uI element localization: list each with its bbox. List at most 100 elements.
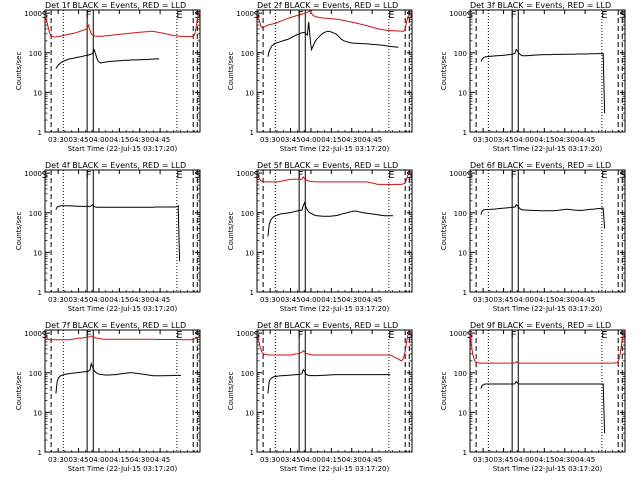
series-line-events [267, 21, 399, 57]
x-tick-label: 04:45 [150, 296, 170, 304]
y-tick-label: 10 [33, 409, 42, 417]
marker-letter-s: S [254, 10, 260, 21]
marker-letter-f: F [298, 10, 304, 21]
marker-letter-s: S [254, 330, 260, 341]
y-tick-label: 1 [463, 129, 467, 137]
chart-title: Det 6f BLACK = Events, RED = LLD [470, 161, 611, 170]
y-tick-label: 1000 [24, 330, 42, 338]
y-tick-label: 100 [241, 370, 254, 378]
series-line-events [55, 361, 181, 394]
chart-title: Det 8f BLACK = Events, RED = LLD [257, 321, 398, 330]
x-axis-label: Start Time (22-Jul-15 03:17:20) [493, 465, 603, 473]
y-axis-label: Counts/sec [440, 212, 448, 251]
x-tick-label: 03:30 [260, 296, 280, 304]
y-tick-label: 100 [454, 210, 467, 218]
x-axis-label: Start Time (22-Jul-15 03:17:20) [280, 145, 390, 153]
plot-frame [256, 9, 413, 133]
y-tick-label: 1000 [449, 170, 467, 178]
y-tick-label: 10 [245, 409, 254, 417]
y-axis-label: Counts/sec [15, 52, 23, 91]
marker-letter-s-right: S [407, 10, 413, 21]
y-axis-label: Counts/sec [227, 212, 235, 251]
chart-title: Det 3f BLACK = Events, RED = LLD [470, 1, 611, 10]
x-tick-label: 04:30 [130, 456, 150, 464]
y-axis-label: Counts/sec [440, 372, 448, 411]
x-tick-label: 03:30 [260, 456, 280, 464]
marker-letter-e: E [388, 10, 394, 21]
y-tick-label: 100 [29, 370, 42, 378]
marker-letter-s: S [254, 170, 260, 181]
x-tick-label: 04:45 [362, 456, 382, 464]
x-tick-label: 03:30 [260, 136, 280, 144]
x-axis-label: Start Time (22-Jul-15 03:17:20) [280, 305, 390, 313]
x-tick-label: 03:45 [280, 296, 300, 304]
x-tick-label: 04:15 [534, 456, 554, 464]
series-line-lld [257, 171, 412, 185]
x-tick-label: 03:30 [473, 136, 493, 144]
y-tick-label: 10 [458, 249, 467, 257]
y-tick-label: 1000 [449, 330, 467, 338]
y-tick-label: 100 [454, 50, 467, 58]
y-axis-label: Counts/sec [15, 212, 23, 251]
marker-letter-e: E [176, 330, 182, 341]
x-tick-label: 03:45 [68, 456, 88, 464]
series-line-lld [470, 331, 625, 364]
y-axis-label: Counts/sec [440, 52, 448, 91]
x-tick-label: 03:30 [473, 456, 493, 464]
marker-letter-f: F [86, 170, 92, 181]
marker-letter-f: F [511, 330, 517, 341]
x-tick-label: 04:30 [342, 296, 362, 304]
y-axis-label: Counts/sec [227, 372, 235, 411]
x-tick-label: 04:00 [89, 296, 109, 304]
x-tick-label: 04:15 [321, 456, 341, 464]
y-tick-label: 10 [33, 249, 42, 257]
x-tick-label: 03:45 [68, 296, 88, 304]
x-tick-label: 04:30 [342, 136, 362, 144]
x-tick-label: 04:15 [109, 136, 129, 144]
series-line-events [480, 380, 606, 434]
x-axis-label: Start Time (22-Jul-15 03:17:20) [280, 465, 390, 473]
x-tick-label: 03:45 [68, 136, 88, 144]
marker-letter-s: S [42, 170, 48, 181]
x-tick-label: 04:30 [555, 456, 575, 464]
chart-panel-7: Det 7f BLACK = Events, RED = LLD 1 10 100 10… [15, 321, 201, 473]
y-tick-label: 1 [250, 449, 254, 457]
x-tick-label: 03:45 [280, 456, 300, 464]
y-tick-label: 100 [29, 50, 42, 58]
x-tick-label: 04:00 [301, 136, 321, 144]
series-line-events [55, 203, 181, 262]
plot-frame [44, 9, 201, 133]
series-line-lld [45, 11, 200, 38]
chart-panel-4: Det 4f BLACK = Events, RED = LLD 1 10 100 10… [15, 161, 201, 313]
marker-letter-e: E [176, 10, 182, 21]
x-tick-label: 03:45 [493, 136, 513, 144]
x-tick-label: 03:30 [48, 136, 68, 144]
x-tick-label: 04:45 [150, 456, 170, 464]
marker-letter-s: S [467, 330, 473, 341]
x-tick-label: 04:30 [342, 456, 362, 464]
y-tick-label: 1 [38, 289, 42, 297]
x-tick-label: 04:15 [109, 296, 129, 304]
chart-panel-3: Det 3f BLACK = Events, RED = LLD 1 10 100 10… [440, 1, 626, 153]
y-tick-label: 1 [38, 449, 42, 457]
marker-letter-f: F [511, 170, 517, 181]
x-tick-label: 04:15 [534, 296, 554, 304]
x-tick-label: 04:00 [301, 456, 321, 464]
x-tick-label: 04:30 [555, 296, 575, 304]
marker-letter-e: E [388, 170, 394, 181]
x-tick-label: 04:00 [89, 456, 109, 464]
y-tick-label: 1000 [236, 330, 254, 338]
y-tick-label: 1 [38, 129, 42, 137]
y-tick-label: 100 [454, 370, 467, 378]
marker-letter-f: F [298, 170, 304, 181]
chart-panel-6: Det 6f BLACK = Events, RED = LLD 1 10 100 10… [440, 161, 626, 313]
plot-frame [469, 9, 626, 133]
x-tick-label: 03:30 [473, 296, 493, 304]
series-line-lld [257, 331, 412, 362]
x-tick-label: 04:45 [575, 296, 595, 304]
marker-letter-s-right: S [195, 330, 201, 341]
x-tick-label: 03:30 [48, 456, 68, 464]
chart-panel-1: Det 1f BLACK = Events, RED = LLD 1 10 100 10… [15, 1, 201, 153]
